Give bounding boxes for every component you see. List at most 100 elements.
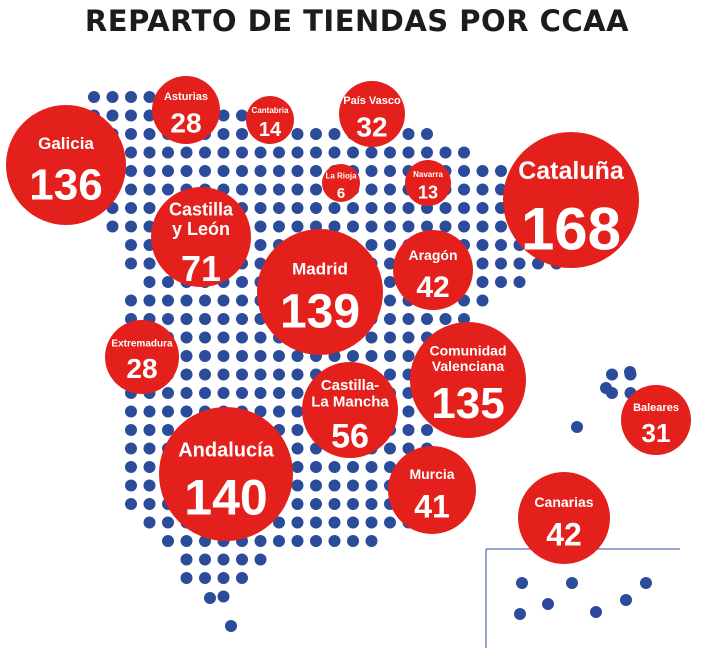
map-dot (217, 313, 230, 325)
map-dot (476, 183, 489, 196)
bubble-value-cataluna: 168 (521, 196, 621, 263)
map-dot (143, 424, 156, 436)
bubble-value-baleares: 31 (642, 418, 671, 448)
map-dot (365, 516, 378, 529)
map-dot (236, 350, 248, 362)
bubble-cataluna: Cataluña 168 (503, 132, 639, 268)
map-dot (439, 146, 452, 159)
map-dot (143, 276, 156, 288)
map-dot (347, 479, 359, 492)
map-dot (217, 368, 230, 381)
map-dot (495, 165, 507, 177)
bubble-label-castilla-y-leon: Castilla (169, 199, 234, 219)
bubble-aragon: Aragón 42 (393, 230, 473, 310)
map-dot (328, 461, 341, 473)
map-dot (291, 442, 304, 455)
map-dot (384, 257, 396, 270)
map-dot (365, 498, 378, 510)
map-dot (310, 498, 322, 510)
bubble-murcia: Murcia 41 (388, 446, 476, 534)
map-dot (162, 516, 174, 529)
map-dot (254, 387, 267, 399)
map-dot (273, 405, 285, 418)
map-dot (236, 276, 248, 288)
map-dot (162, 387, 174, 399)
map-dot (143, 165, 156, 177)
map-dot (310, 516, 322, 529)
map-dot (106, 109, 119, 122)
map-dot (199, 387, 211, 399)
map-dot (236, 313, 248, 325)
bubble-castilla-la-mancha: Castilla-La Mancha 56 (302, 362, 398, 458)
map-dot (180, 331, 193, 344)
map-dot (328, 479, 341, 492)
bubble-label-asturias: Asturias (164, 91, 208, 103)
map-dot (347, 461, 359, 473)
bubble-la-rioja: La Rioja 6 (322, 164, 360, 202)
map-dot (199, 331, 211, 344)
map-dot (384, 294, 396, 307)
map-dot (347, 535, 359, 547)
map-dot (254, 220, 267, 233)
map-dot (365, 146, 378, 159)
map-dot (125, 128, 137, 140)
bubble-andalucia: Andalucía 140 (159, 407, 293, 541)
map-dot (458, 146, 470, 159)
map-dot (254, 368, 267, 381)
bubble-label-baleares: Baleares (633, 402, 679, 414)
chart-title: REPARTO DE TIENDAS POR CCAA (84, 4, 630, 38)
map-dot (458, 202, 470, 214)
map-dot (291, 183, 304, 196)
map-dot (328, 535, 341, 547)
map-dot (273, 183, 285, 196)
map-dot (236, 128, 248, 140)
map-dot (458, 220, 470, 233)
map-dot (143, 183, 156, 196)
bubble-value-madrid: 139 (280, 286, 360, 339)
map-dot (217, 165, 230, 177)
map-dot (254, 350, 267, 362)
map-dot (162, 535, 174, 547)
map-dot (402, 313, 415, 325)
map-dot (384, 220, 396, 233)
bubble-value-asturias: 28 (170, 107, 201, 138)
map-dot (162, 424, 174, 436)
map-dot (199, 572, 211, 584)
map-dot (143, 498, 156, 510)
map-dot (125, 479, 137, 492)
map-dot (421, 313, 433, 325)
map-dot (495, 276, 507, 288)
map-dot (143, 294, 156, 307)
map-dot (402, 220, 415, 233)
map-dot (125, 165, 137, 177)
bubble-cantabria: Cantabria 14 (246, 96, 294, 144)
map-dot (402, 331, 415, 344)
bubble-label-comunidad-valenciana: Comunidad (430, 343, 507, 359)
map-dot (180, 405, 193, 418)
map-dot (217, 331, 230, 344)
bubble-circle-castilla-la-mancha (302, 362, 398, 458)
map-dot (513, 276, 526, 288)
map-dot (384, 165, 396, 177)
map-dot (273, 535, 285, 547)
map-dot (217, 387, 230, 399)
map-dot (254, 165, 267, 177)
map-dot (180, 387, 193, 399)
map-dot (384, 313, 396, 325)
bubble-label-murcia: Murcia (409, 466, 454, 482)
bubble-galicia: Galicia 136 (6, 105, 126, 225)
bubble-navarra: Navarra 13 (405, 160, 451, 206)
map-dot (590, 606, 602, 618)
map-dot (106, 220, 119, 233)
map-dot (180, 368, 193, 381)
map-dot (291, 516, 304, 529)
map-dot (402, 146, 415, 159)
map-dot (291, 535, 304, 547)
map-dot (254, 405, 267, 418)
map-dot (291, 368, 304, 381)
bubble-value-galicia: 136 (29, 161, 102, 210)
bubble-circle-andalucia (159, 407, 293, 541)
map-dot (254, 239, 267, 251)
map-dot (217, 553, 230, 566)
